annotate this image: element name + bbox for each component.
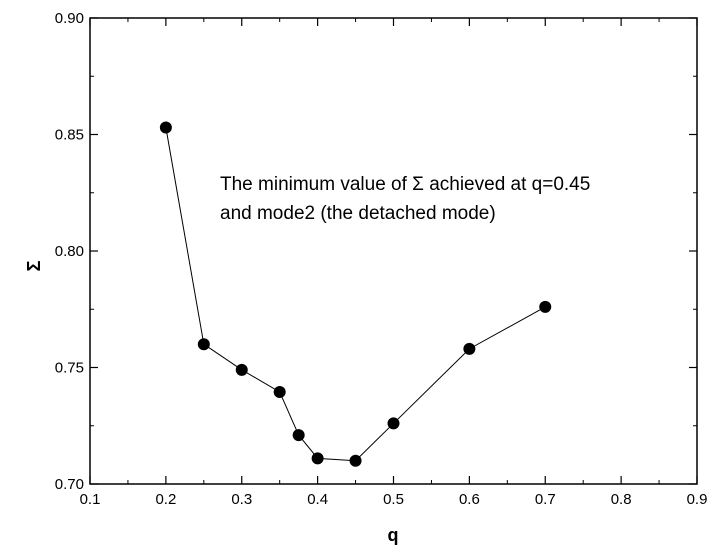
x-tick-label: 0.2 (155, 491, 176, 508)
data-point (387, 417, 400, 430)
data-point (159, 121, 172, 134)
y-tick-label: 0.70 (55, 476, 84, 493)
x-tick-label: 0.1 (80, 491, 101, 508)
tick-labels: 0.1 0.2 0.3 0.4 0.5 0.6 0.7 0.8 0.9 0.70 0.75 0.80 0… (55, 10, 708, 508)
x-tick-label: 0.7 (535, 491, 556, 508)
x-tick-label: 0.3 (231, 491, 252, 508)
x-tick-label: 0.4 (307, 491, 328, 508)
data-point (273, 385, 286, 398)
data-point (197, 338, 210, 351)
x-axis-title: q (388, 525, 399, 545)
x-tick-label: 0.5 (383, 491, 404, 508)
x-tick-label: 0.8 (611, 491, 632, 508)
data-point (539, 300, 552, 313)
x-tick-label: 0.6 (459, 491, 480, 508)
data-point (235, 363, 248, 376)
data-point (311, 452, 324, 465)
annotation-line-1: The minimum value of Σ achieved at q=0.4… (220, 174, 590, 195)
series-line (165, 127, 546, 462)
data-point (292, 429, 305, 442)
data-points (159, 121, 552, 467)
y-tick-label: 0.80 (55, 243, 84, 260)
annotation-line-2: and mode2 (the detached mode) (220, 203, 496, 224)
data-point (349, 454, 362, 467)
data-point (463, 342, 476, 355)
y-tick-label: 0.85 (55, 127, 84, 144)
y-tick-label: 0.90 (55, 10, 84, 27)
y-tick-label: 0.75 (55, 360, 84, 377)
axis-ticks (89, 17, 698, 485)
plot-frame (89, 17, 698, 485)
x-tick-label: 0.9 (687, 491, 708, 508)
y-axis-title: Σ (24, 260, 44, 271)
